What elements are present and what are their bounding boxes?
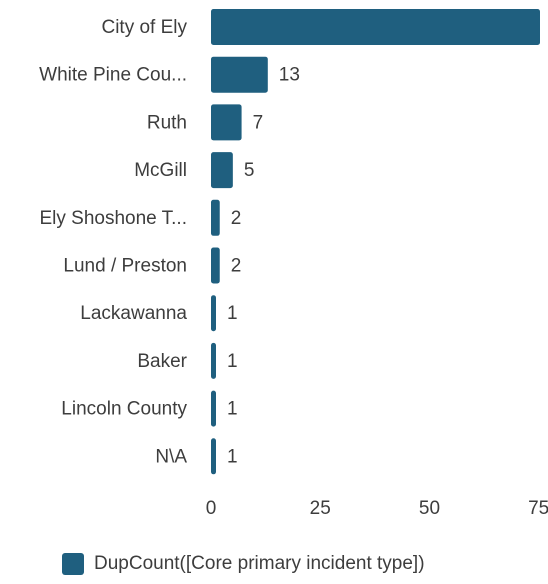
bar[interactable] xyxy=(211,9,540,45)
bar[interactable] xyxy=(211,247,220,284)
legend-swatch xyxy=(62,553,84,575)
value-label: 1 xyxy=(227,303,238,324)
value-label: 1 xyxy=(227,351,238,372)
bar[interactable] xyxy=(211,199,220,236)
x-tick-label: 0 xyxy=(206,498,217,519)
value-label: 2 xyxy=(231,256,242,277)
value-label: 5 xyxy=(244,160,255,181)
category-label: Ely Shoshone T... xyxy=(39,208,187,229)
category-label: Baker xyxy=(137,351,187,372)
bar[interactable] xyxy=(211,295,216,332)
x-tick-label: 75 xyxy=(528,498,548,519)
bar[interactable] xyxy=(211,104,242,141)
value-label: 1 xyxy=(227,446,238,467)
bar[interactable] xyxy=(211,56,268,93)
category-label: Lackawanna xyxy=(80,303,187,324)
legend: DupCount([Core primary incident type]) xyxy=(62,553,425,575)
category-label: Lincoln County xyxy=(61,399,187,420)
category-label: McGill xyxy=(134,160,187,181)
value-label: 1 xyxy=(227,399,238,420)
value-label: 13 xyxy=(279,65,300,86)
x-tick-label: 50 xyxy=(419,498,440,519)
legend-label: DupCount([Core primary incident type]) xyxy=(94,553,425,574)
category-label: White Pine Cou... xyxy=(39,65,187,86)
bar[interactable] xyxy=(211,390,216,427)
bar[interactable] xyxy=(211,152,233,189)
category-label: City of Ely xyxy=(101,17,187,38)
category-label: Ruth xyxy=(147,112,187,133)
bar[interactable] xyxy=(211,438,216,475)
bar[interactable] xyxy=(211,342,216,379)
category-label: Lund / Preston xyxy=(63,256,187,277)
value-label: 2 xyxy=(231,208,242,229)
value-label: 7 xyxy=(253,112,264,133)
category-label: N\A xyxy=(155,446,187,467)
x-tick-label: 25 xyxy=(310,498,331,519)
